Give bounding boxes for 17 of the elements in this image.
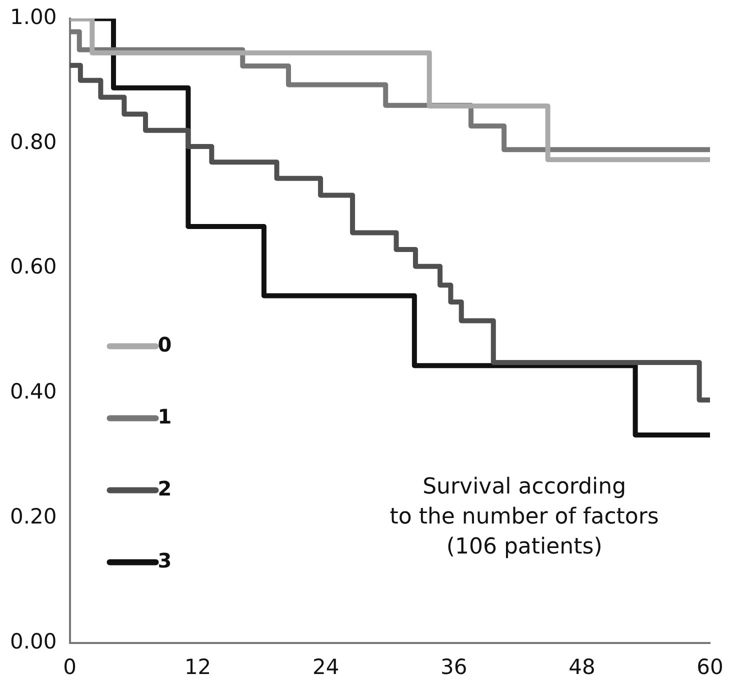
x-tick-label: 36 bbox=[440, 654, 468, 679]
y-tick-label: 0.20 bbox=[10, 504, 57, 528]
x-tick-label: 48 bbox=[568, 654, 596, 679]
x-tick-label: 0 bbox=[63, 654, 76, 679]
y-tick-label: 0.00 bbox=[10, 629, 57, 654]
y-tick-label: 0.80 bbox=[10, 130, 57, 154]
x-tick-label: 60 bbox=[696, 654, 724, 679]
legend-label: 0 bbox=[158, 332, 172, 357]
x-tick-label: 24 bbox=[312, 654, 340, 679]
legend-label: 1 bbox=[158, 404, 172, 429]
legend-label: 3 bbox=[158, 548, 172, 573]
y-tick-label: 1.00 bbox=[10, 5, 57, 30]
y-tick-label: 0.40 bbox=[10, 380, 57, 404]
y-tick-label: 0.60 bbox=[10, 254, 57, 279]
annotation: Survival according to the number of factors (106 patients) bbox=[390, 474, 659, 560]
legend-label: 2 bbox=[158, 476, 172, 501]
x-tick-label: 12 bbox=[184, 654, 212, 679]
